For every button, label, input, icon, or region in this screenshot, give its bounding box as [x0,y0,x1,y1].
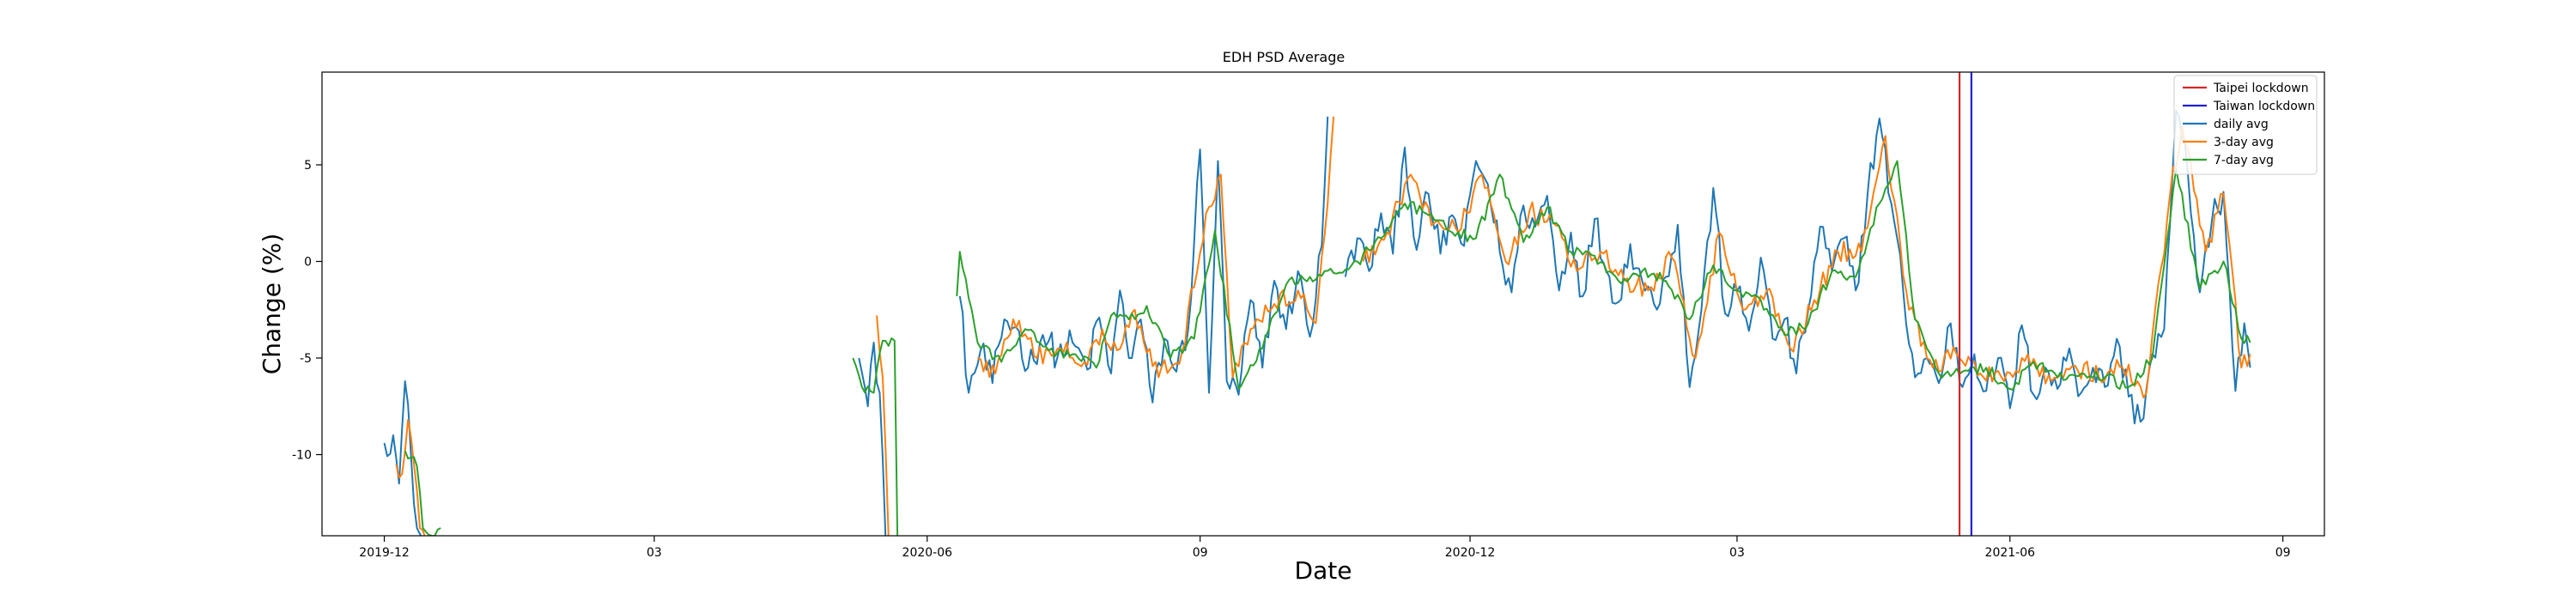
y-tick-label: 5 [304,159,312,173]
x-tick-label: 2020-06 [902,546,953,560]
y-tick-label: -5 [300,352,312,366]
y-tick-label: 0 [304,256,312,270]
series-line-3-day-avg [395,116,2251,536]
plot-frame [321,71,2325,537]
legend-label: 7-day avg [2214,154,2274,167]
series-line-7-day-avg [404,160,2251,536]
legend-label: Taiwan lockdown [2213,100,2315,113]
y-tick-label: -10 [292,449,312,463]
legend: Taipei lockdown Taiwan lockdown daily avg 3… [2173,75,2318,175]
x-tick-label: 2019-12 [359,546,410,560]
legend-box [2173,75,2318,175]
x-tick-label: 2021-06 [1985,546,2036,560]
legend-label: Taipei lockdown [2213,82,2309,95]
legend-label: 3-day avg [2214,136,2274,149]
x-tick-label: 09 [1193,546,1208,560]
x-axis: 2019-12 03 2020-06 09 2020-12 03 2021-06 09 [359,536,2291,560]
x-tick-label: 03 [1729,546,1745,560]
series-layer [383,110,2251,536]
lockdown-lines [1958,72,1972,536]
y-axis-label: Change (%) [258,234,286,375]
x-tick-label: 09 [2275,546,2291,560]
legend-label: daily avg [2214,118,2269,131]
x-axis-label: Date [1295,556,1352,585]
x-tick-label: 2020-12 [1445,546,1496,560]
y-axis: 5 0 -5 -10 [292,159,322,463]
chart-title: EDH PSD Average [1223,49,1345,65]
x-tick-label: 03 [647,546,662,560]
series-line-daily-avg [383,110,2251,536]
